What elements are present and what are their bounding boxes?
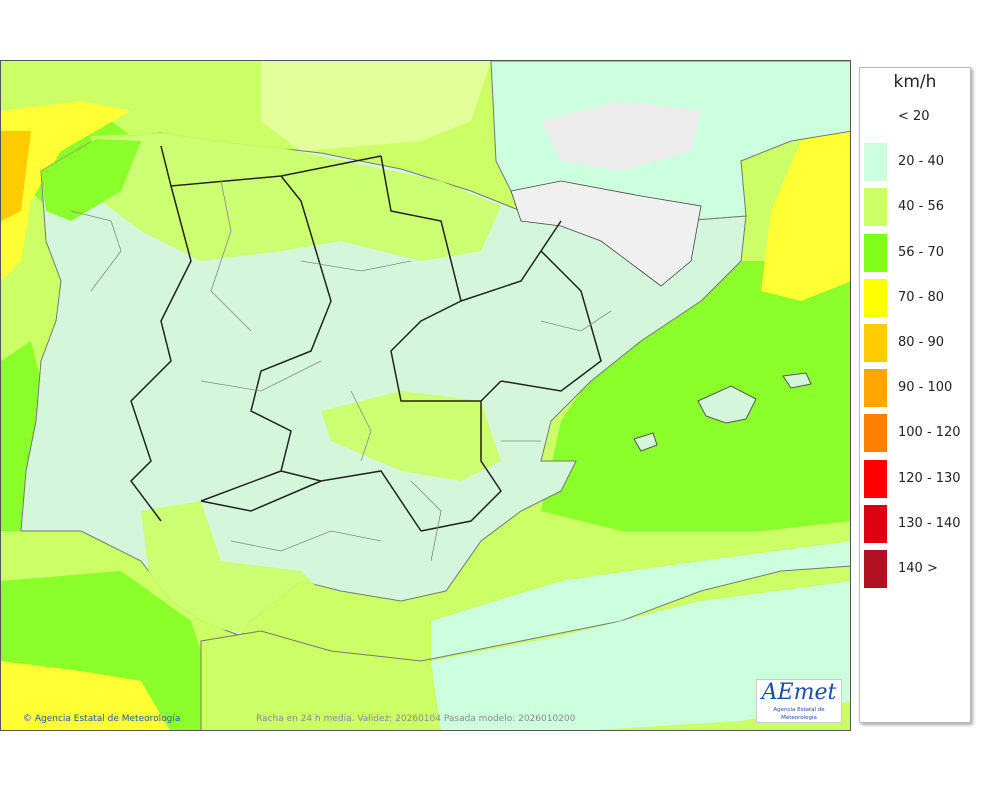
legend-swatch: [864, 369, 887, 408]
land-zone-40-56-central: [321, 391, 501, 481]
legend-label: 80 - 90: [898, 335, 945, 350]
legend-panel: km/h < 20 20 - 40 40 - 56 56 - 70 70 - 80 80 …: [859, 67, 971, 723]
sea-zone-70-80-west: [1, 101, 131, 281]
sea-zone-70-80-lion: [761, 121, 850, 301]
aemet-logo: AEmet Agencia Estatal de Meteorología: [756, 679, 842, 723]
sea-zone-80-90-west: [1, 131, 31, 221]
footer-credit: © Agencia Estatal de Meteorología: [23, 714, 180, 724]
menorca: [782, 372, 812, 389]
footer-credit-text: Agencia Estatal de Meteorología: [34, 714, 181, 724]
legend-item: 120 - 130: [864, 459, 970, 498]
copyright-icon: ©: [23, 714, 32, 724]
legend-item: 20 - 40: [864, 143, 970, 182]
legend-swatch: [864, 504, 887, 543]
footer-model-info: Racha en 24 h media. Validez: 20260104 P…: [256, 714, 576, 724]
aemet-logo-subtitle: Agencia Estatal de Meteorología: [773, 707, 825, 721]
legend-label: 130 - 140: [898, 515, 961, 531]
province-borders: [70, 180, 612, 562]
map-canvas: [1, 61, 850, 730]
legend-swatch: [864, 98, 887, 136]
legend-label: 100 - 120: [898, 425, 961, 441]
land-zone-40-56-south: [141, 501, 331, 636]
wind-gust-map: © Agencia Estatal de Meteorología Racha …: [0, 60, 851, 731]
legend-label: 40 - 56: [898, 199, 945, 215]
sea-zone-70-80-southwest: [1, 661, 170, 730]
legend-label: 56 - 70: [898, 244, 945, 260]
mallorca: [697, 385, 757, 424]
legend-label: < 20: [898, 109, 930, 124]
legend-swatch: [864, 143, 887, 182]
sea-zone-20-40-north: [261, 61, 491, 151]
land-zone-40-56-north: [91, 131, 501, 261]
legend-item: 100 - 120: [864, 414, 970, 453]
legend-item: 140 >: [864, 550, 970, 588]
legend-swatch: [864, 324, 887, 362]
legend-item: 80 - 90: [864, 324, 970, 362]
legend-item: 56 - 70: [864, 233, 970, 272]
africa-zone-20-40: [431, 581, 850, 730]
region-borders: [130, 145, 602, 532]
legend-item: < 20: [864, 98, 970, 136]
legend-label: 70 - 80: [898, 289, 945, 305]
legend-swatch: [864, 188, 887, 227]
legend-item: 90 - 100: [864, 369, 970, 408]
aemet-logo-mark: AEmet: [761, 680, 837, 705]
ibiza: [633, 432, 658, 452]
legend-swatch: [864, 459, 887, 498]
legend-item: 70 - 80: [864, 278, 970, 317]
pyrenees-relief: [510, 180, 702, 287]
land-zone-under-20: [541, 101, 701, 171]
land-zone-56-70-galicia: [41, 139, 141, 221]
legend-label: 90 - 100: [898, 380, 953, 396]
legend-swatch: [864, 414, 887, 453]
legend-swatch: [864, 550, 887, 588]
legend-swatch: [864, 278, 887, 317]
legend-label: 120 - 130: [898, 470, 961, 486]
legend-swatch: [864, 233, 887, 272]
legend-unit: km/h: [893, 72, 937, 92]
legend-item: 130 - 140: [864, 504, 970, 543]
legend-item: 40 - 56: [864, 188, 970, 227]
legend-label: 20 - 40: [898, 154, 945, 170]
legend-label: 140 >: [898, 561, 938, 576]
